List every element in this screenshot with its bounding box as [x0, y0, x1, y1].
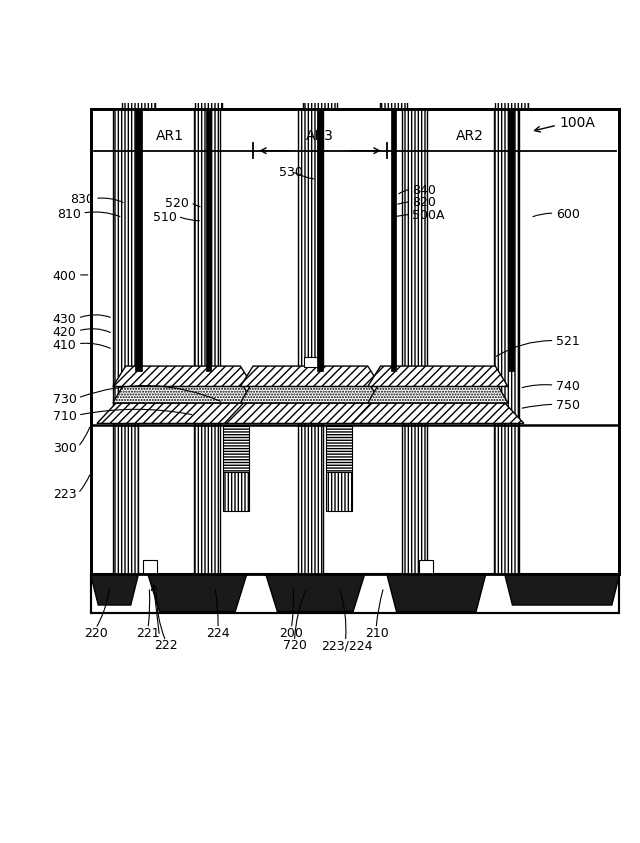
- Bar: [380, 17, 406, 110]
- Text: 300: 300: [52, 442, 77, 454]
- Text: 600: 600: [556, 208, 580, 221]
- Bar: [380, 7, 406, 17]
- Bar: [298, 110, 323, 425]
- Bar: [195, 425, 220, 574]
- Bar: [401, 425, 427, 574]
- Text: 224: 224: [206, 626, 230, 640]
- Bar: [298, 425, 323, 574]
- Polygon shape: [368, 366, 508, 386]
- Bar: [206, 110, 211, 371]
- Bar: [495, 12, 528, 22]
- Text: 740: 740: [556, 380, 580, 393]
- Bar: [143, 561, 157, 574]
- Bar: [494, 425, 520, 574]
- Text: 810: 810: [57, 208, 81, 221]
- Bar: [122, 12, 155, 22]
- Text: AR2: AR2: [456, 129, 484, 143]
- Bar: [135, 110, 141, 371]
- Text: 820: 820: [412, 196, 436, 209]
- Polygon shape: [505, 574, 620, 605]
- Text: 510: 510: [153, 211, 177, 224]
- Polygon shape: [113, 386, 253, 403]
- Text: 223: 223: [53, 488, 77, 502]
- Bar: [195, 19, 222, 110]
- Bar: [495, 22, 528, 110]
- Polygon shape: [113, 366, 253, 386]
- Polygon shape: [266, 574, 365, 611]
- Bar: [195, 9, 222, 19]
- Text: 830: 830: [70, 193, 94, 207]
- Polygon shape: [225, 403, 396, 423]
- Bar: [494, 110, 520, 425]
- Text: AR1: AR1: [156, 129, 184, 143]
- Bar: [223, 472, 248, 511]
- Bar: [401, 110, 427, 425]
- Bar: [419, 561, 433, 574]
- Text: 710: 710: [52, 410, 77, 423]
- Bar: [195, 110, 220, 425]
- Text: 200: 200: [280, 626, 303, 640]
- Bar: [113, 425, 138, 574]
- Text: 500A: 500A: [412, 209, 445, 223]
- Bar: [223, 425, 248, 472]
- Text: 730: 730: [52, 393, 77, 405]
- Text: 840: 840: [412, 184, 436, 196]
- Text: 521: 521: [556, 336, 580, 348]
- Polygon shape: [97, 403, 269, 423]
- Text: 223/224: 223/224: [321, 639, 372, 652]
- Bar: [326, 425, 352, 472]
- Text: 210: 210: [365, 626, 389, 640]
- Text: 750: 750: [556, 399, 580, 412]
- Text: 420: 420: [53, 325, 77, 339]
- Polygon shape: [387, 574, 486, 611]
- Bar: [91, 110, 620, 574]
- Polygon shape: [91, 574, 138, 605]
- Text: 410: 410: [53, 339, 77, 352]
- Bar: [303, 12, 337, 22]
- Bar: [391, 110, 396, 371]
- Text: 520: 520: [166, 197, 189, 210]
- Polygon shape: [368, 386, 508, 403]
- Text: 400: 400: [52, 270, 77, 282]
- Text: 430: 430: [53, 313, 77, 326]
- Polygon shape: [241, 366, 381, 386]
- Bar: [113, 110, 138, 425]
- Polygon shape: [241, 386, 381, 403]
- Polygon shape: [352, 403, 524, 423]
- Text: 530: 530: [280, 166, 303, 180]
- Bar: [508, 110, 515, 371]
- Bar: [326, 472, 352, 511]
- Bar: [303, 22, 337, 110]
- Text: 720: 720: [283, 639, 307, 652]
- Bar: [122, 22, 155, 110]
- Text: 222: 222: [154, 639, 178, 652]
- Polygon shape: [148, 574, 246, 611]
- Bar: [304, 357, 318, 368]
- Text: 221: 221: [136, 626, 160, 640]
- Text: AR3: AR3: [306, 129, 334, 143]
- Bar: [317, 110, 323, 371]
- Bar: [91, 574, 620, 613]
- Text: 220: 220: [84, 626, 108, 640]
- Text: 100A: 100A: [559, 116, 595, 131]
